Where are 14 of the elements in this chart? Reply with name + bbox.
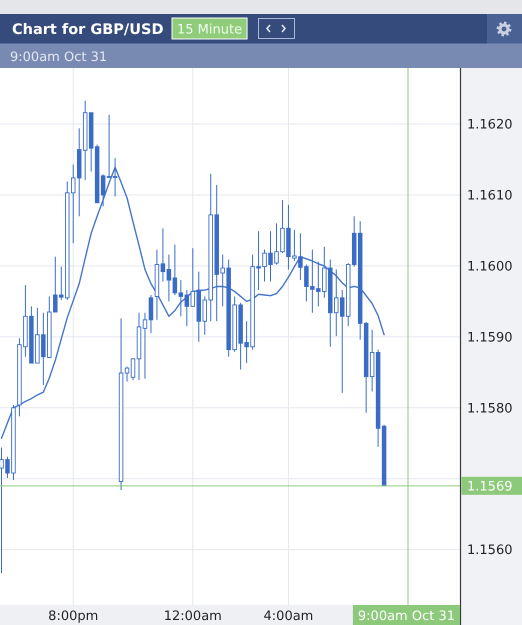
y-tick-label: 1.1620 (467, 118, 512, 133)
y-tick-label: 1.1590 (467, 330, 512, 346)
y-tick-label: 1.1610 (467, 188, 512, 204)
x-tick-label: 4:00am (264, 609, 314, 624)
chart-title: Chart for GBP/USD (12, 22, 164, 38)
x-tick-label: 9:00am Oct 31 (358, 609, 455, 624)
chart-subtitle: 9:00am Oct 31 (10, 50, 108, 65)
text: 15 Minute (177, 22, 242, 38)
ref-line-label: 1.1569 (467, 479, 512, 494)
y-tick-label: 1.1560 (467, 543, 512, 558)
y-tick-label: 1.1600 (467, 259, 512, 274)
y-tick-label: 1.1580 (467, 401, 512, 416)
x-tick-label: 12:00am (164, 609, 222, 624)
x-tick-label: 8:00pm (48, 609, 98, 624)
